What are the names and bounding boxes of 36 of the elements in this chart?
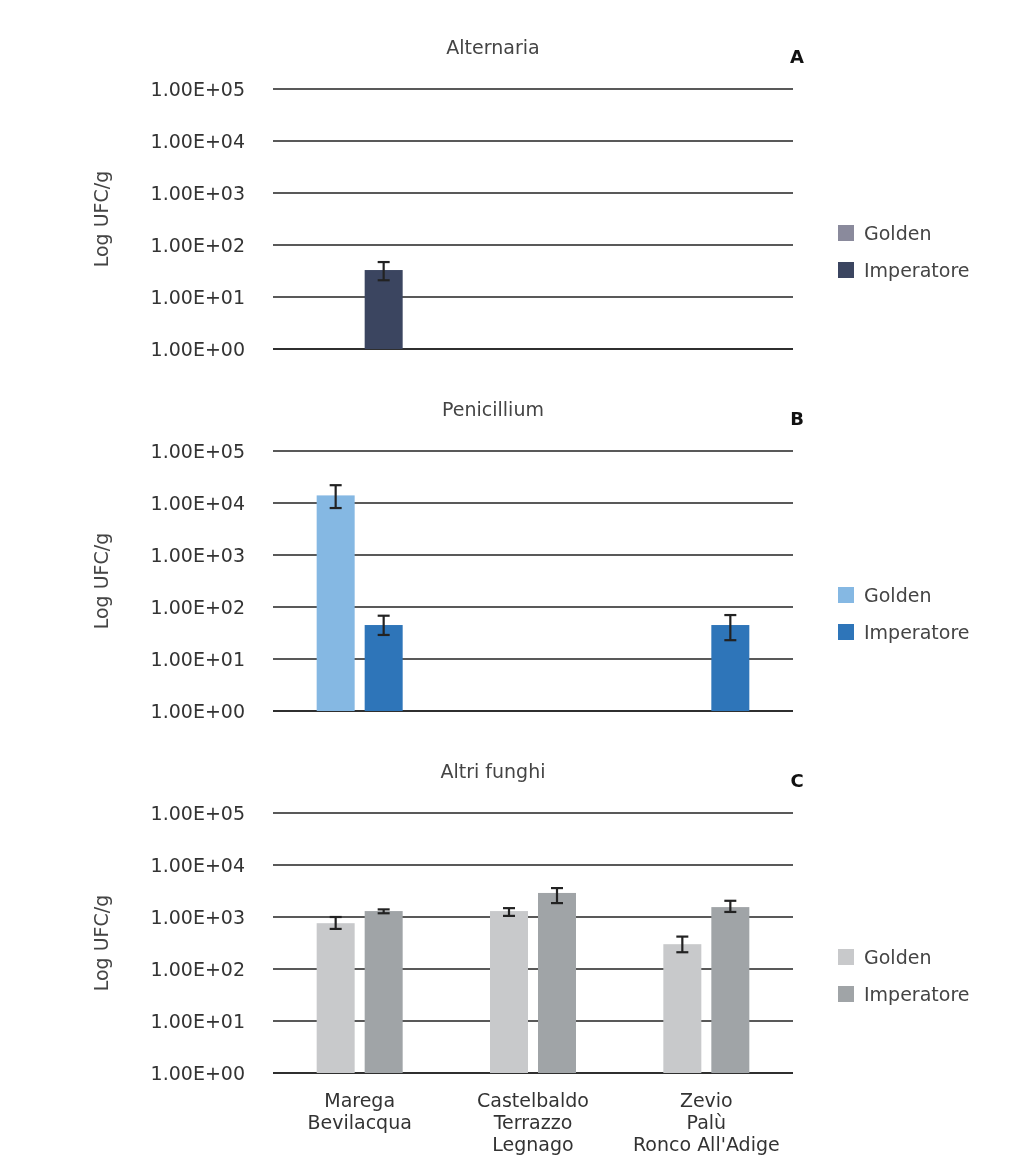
y-tick-label: 1.00E+04 <box>150 853 245 876</box>
x-tick-label: Marega Bevilacqua <box>307 1089 412 1133</box>
legend-label: Imperatore <box>864 620 970 643</box>
y-tick-label: 1.00E+05 <box>150 439 245 462</box>
text: A <box>790 46 805 67</box>
y-tick-label: 1.00E+02 <box>150 957 245 980</box>
y-tick-label: 1.00E+02 <box>150 595 245 618</box>
y-tick-label: 1.00E+00 <box>150 337 245 360</box>
y-tick-label: 1.00E+00 <box>150 1061 245 1084</box>
legend-label: Golden <box>864 221 932 244</box>
legend-label: Imperatore <box>864 982 970 1005</box>
y-tick-label: 1.00E+01 <box>150 285 245 308</box>
y-tick-label: 1.00E+05 <box>150 801 245 824</box>
y-axis-title: Log UFC/g <box>90 894 112 992</box>
y-tick-label: 1.00E+03 <box>150 543 245 566</box>
x-tick-label: Castelbaldo Terrazzo Legnago <box>477 1089 589 1155</box>
y-tick-label: 1.00E+04 <box>150 129 245 152</box>
legend-label: Golden <box>864 945 932 968</box>
chart-title: Altri funghi <box>440 760 546 782</box>
x-tick-label: Zevio Palù Ronco All'Adige <box>633 1089 780 1155</box>
y-tick-label: 1.00E+03 <box>150 181 245 204</box>
chart-title: Alternaria <box>446 36 540 58</box>
y-tick-label: 1.00E+00 <box>150 699 245 722</box>
y-tick-label: 1.00E+01 <box>150 1009 245 1032</box>
y-tick-label: 1.00E+01 <box>150 647 245 670</box>
y-tick-label: 1.00E+05 <box>150 77 245 100</box>
chart-title: Penicillium <box>442 398 544 420</box>
y-tick-label: 1.00E+03 <box>150 905 245 928</box>
y-axis-title: Log UFC/g <box>90 170 112 268</box>
legend-label: Imperatore <box>864 258 970 281</box>
text: B <box>790 408 804 429</box>
y-tick-label: 1.00E+02 <box>150 233 245 256</box>
legend-label: Golden <box>864 583 932 606</box>
y-tick-label: 1.00E+04 <box>150 491 245 514</box>
y-axis-title: Log UFC/g <box>90 532 112 630</box>
text: C <box>790 770 804 791</box>
